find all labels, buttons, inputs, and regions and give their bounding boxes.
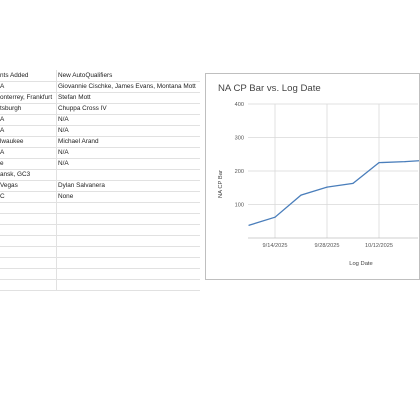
cell-new-autoqualifiers[interactable]: N/A (58, 160, 69, 167)
cell-new-autoqualifiers[interactable]: Michael Arand (58, 138, 99, 145)
table-row: onterrey, Frankfurt Stefan Mott (0, 92, 200, 104)
x-tick-label: 9/14/2025 (263, 243, 288, 249)
data-point (404, 161, 406, 163)
y-tick-label: 400 (235, 102, 244, 108)
chart-title: NA CP Bar vs. Log Date (218, 83, 321, 94)
series-line (248, 160, 420, 226)
table-row (0, 213, 200, 225)
data-point (352, 182, 354, 184)
cell-new-autoqualifiers[interactable]: N/A (58, 149, 69, 156)
cell-new-autoqualifiers[interactable]: N/A (58, 116, 69, 123)
table-row: C None (0, 191, 200, 203)
table-row: A N/A (0, 114, 200, 126)
cell-new-autoqualifiers[interactable] (58, 213, 200, 224)
y-tick-label: 200 (235, 169, 244, 175)
data-point (300, 194, 302, 196)
cell-comments[interactable]: C (0, 191, 57, 202)
table-row (0, 235, 200, 247)
chart-plot-area: 100 200 300 400 9/14/2025 9/28/2025 10/12/2025… (218, 102, 420, 267)
cell-comments[interactable] (0, 202, 57, 213)
table-row (0, 246, 200, 258)
data-point (274, 216, 276, 218)
data-point (326, 186, 328, 188)
data-point (248, 224, 250, 226)
cell-new-autoqualifiers[interactable] (58, 235, 200, 246)
cell-new-autoqualifiers[interactable]: Giovannie Cischke, James Evans, Montana … (58, 83, 196, 90)
y-axis-title: NA CP Bar (218, 170, 224, 198)
cell-comments[interactable]: onterrey, Frankfurt (0, 92, 57, 103)
cell-comments[interactable]: A (0, 114, 57, 125)
table-row (0, 257, 200, 269)
cell-new-autoqualifiers[interactable] (58, 224, 200, 235)
cell-comments[interactable] (0, 257, 57, 268)
data-point (378, 162, 380, 164)
cell-comments[interactable] (0, 246, 57, 257)
cell-comments[interactable]: e (0, 158, 57, 169)
cell-comments[interactable] (0, 279, 57, 290)
cell-comments[interactable]: ansk, GC3 (0, 169, 57, 180)
line-chart[interactable]: NA CP Bar vs. Log Date 100 200 300 400 9/14/… (205, 73, 420, 280)
table-row: A N/A (0, 125, 200, 137)
cell-new-autoqualifiers[interactable]: Chuppa Cross IV (58, 105, 107, 112)
cell-comments[interactable]: Vegas (0, 180, 57, 191)
cell-comments[interactable]: lwaukee (0, 136, 57, 147)
cell-comments[interactable]: A (0, 81, 57, 92)
cell-new-autoqualifiers[interactable] (58, 257, 200, 268)
cell-comments[interactable] (0, 224, 57, 235)
table-row: e N/A (0, 158, 200, 170)
table-row: A N/A (0, 147, 200, 159)
cell-new-autoqualifiers[interactable] (58, 279, 200, 290)
table-row: lwaukee Michael Arand (0, 136, 200, 148)
table-row: ansk, GC3 (0, 169, 200, 181)
cell-comments[interactable] (0, 268, 57, 279)
cell-new-autoqualifiers[interactable] (58, 268, 200, 279)
cell-new-autoqualifiers[interactable] (58, 169, 200, 180)
cell-new-autoqualifiers[interactable]: Dylan Salvanera (58, 182, 105, 189)
header-cell-comments[interactable]: nts Added (0, 70, 57, 81)
cell-comments[interactable] (0, 213, 57, 224)
header-cell-new-autoqualifiers[interactable]: New AutoQualifiers (58, 72, 113, 79)
cell-new-autoqualifiers[interactable]: Stefan Mott (58, 94, 91, 101)
table-row: A Giovannie Cischke, James Evans, Montana… (0, 81, 200, 93)
cell-new-autoqualifiers[interactable]: N/A (58, 127, 69, 134)
cell-new-autoqualifiers[interactable]: None (58, 193, 74, 200)
x-tick-label: 10/12/2025 (365, 243, 393, 249)
table-row (0, 224, 200, 236)
cell-new-autoqualifiers[interactable] (58, 246, 200, 257)
x-tick-label: 9/28/2025 (315, 243, 340, 249)
table-row: tsburgh Chuppa Cross IV (0, 103, 200, 115)
cell-comments[interactable] (0, 235, 57, 246)
table-row (0, 202, 200, 214)
y-tick-label: 300 (235, 136, 244, 142)
cell-new-autoqualifiers[interactable] (58, 202, 200, 213)
x-axis-title: Log Date (349, 261, 373, 267)
table-row (0, 268, 200, 280)
cell-comments[interactable]: A (0, 147, 57, 158)
header-row: nts Added New AutoQualifiers (0, 70, 200, 82)
table-row (0, 279, 200, 291)
table-row: Vegas Dylan Salvanera (0, 180, 200, 192)
cell-comments[interactable]: A (0, 125, 57, 136)
cell-comments[interactable]: tsburgh (0, 103, 57, 114)
y-tick-label: 100 (235, 203, 244, 209)
